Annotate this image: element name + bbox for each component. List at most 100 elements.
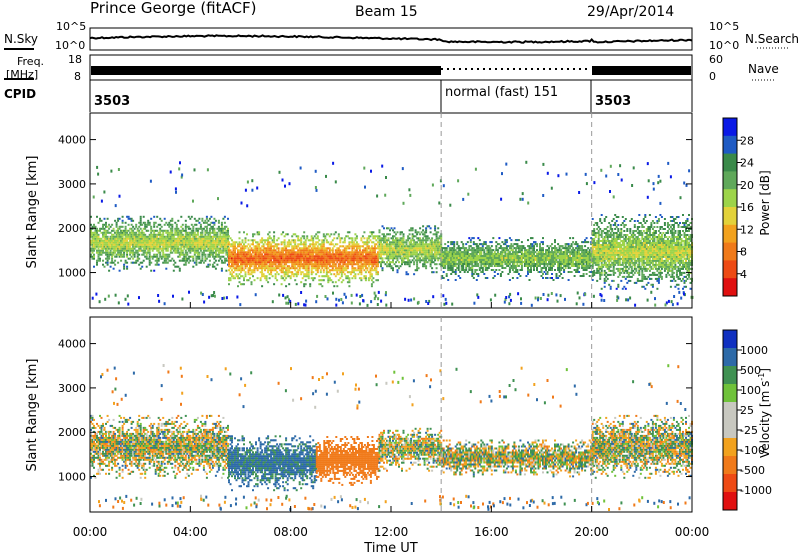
power-echo-cell bbox=[267, 255, 270, 258]
power-echo-cell bbox=[183, 235, 186, 238]
power-echo-cell bbox=[204, 253, 207, 256]
power-echo-cell bbox=[223, 231, 226, 234]
power-echo-cell bbox=[444, 263, 447, 265]
power-echo-cell bbox=[289, 243, 292, 246]
power-echo-cell bbox=[337, 269, 340, 272]
power-echo-cell bbox=[457, 275, 460, 277]
power-echo-cell bbox=[504, 267, 507, 269]
power-echo-cell bbox=[315, 263, 318, 266]
power-echo-cell bbox=[177, 237, 180, 240]
power-echo-cell bbox=[405, 241, 408, 244]
power-echo-cell bbox=[576, 247, 579, 250]
power-echo-cell bbox=[211, 253, 214, 256]
power-echo-cell bbox=[93, 255, 95, 258]
power-echo-cell bbox=[109, 243, 112, 246]
power-echo-cell bbox=[210, 243, 213, 246]
power-echo-cell bbox=[222, 249, 225, 252]
power-echo-cell bbox=[310, 263, 313, 266]
power-echo-cell bbox=[346, 245, 349, 248]
power-echo-cell bbox=[121, 237, 124, 240]
power-echo-cell bbox=[298, 249, 301, 252]
power-echo-cell bbox=[435, 241, 438, 244]
power-echo-cell bbox=[166, 247, 169, 250]
power-echo-cell bbox=[383, 261, 385, 264]
power-echo-cell bbox=[316, 257, 319, 260]
power-echo-cell bbox=[591, 234, 594, 236]
power-echo-cell bbox=[189, 239, 192, 242]
power-echo-cell bbox=[123, 263, 126, 266]
power-echo-cell bbox=[517, 257, 520, 259]
power-echo-cell bbox=[346, 263, 349, 266]
power-echo-cell bbox=[516, 271, 519, 273]
power-echo-cell bbox=[327, 267, 330, 270]
power-echo-cell bbox=[297, 255, 300, 258]
power-echo-cell bbox=[372, 261, 375, 264]
power-echo-cell bbox=[244, 239, 247, 242]
power-echo-cell bbox=[463, 251, 466, 254]
power-echo-cell bbox=[313, 249, 316, 252]
power-echo-cell bbox=[307, 277, 310, 280]
power-echo-cell bbox=[420, 251, 423, 254]
power-echo-cell bbox=[576, 245, 579, 248]
power-echo-cell bbox=[361, 257, 364, 260]
power-echo-cell bbox=[225, 233, 228, 236]
power-echo-cell bbox=[273, 231, 276, 234]
power-echo-cell bbox=[199, 233, 202, 236]
power-echo-cell bbox=[593, 257, 596, 260]
power-echo-cell bbox=[306, 271, 309, 274]
power-echo-cell bbox=[564, 265, 567, 267]
power-echo-cell bbox=[166, 235, 169, 238]
power-echo-cell bbox=[117, 231, 120, 234]
power-echo-cell bbox=[264, 275, 267, 278]
power-echo-cell bbox=[594, 247, 597, 250]
power-echo-cell bbox=[214, 255, 217, 258]
power-echo-cell bbox=[534, 257, 537, 259]
power-echo-cell bbox=[183, 259, 186, 262]
power-echo-cell bbox=[434, 253, 437, 256]
power-echo-cell bbox=[91, 231, 94, 234]
power-echo-cell bbox=[504, 241, 507, 244]
power-echo-cell bbox=[313, 267, 316, 270]
power-echo-cell bbox=[219, 241, 222, 244]
power-echo-cell bbox=[321, 261, 324, 264]
power-echo-cell bbox=[442, 271, 445, 273]
power-echo-cell bbox=[294, 267, 297, 270]
power-echo-cell bbox=[557, 263, 560, 265]
power-echo-cell bbox=[244, 259, 247, 262]
power-echo-cell bbox=[115, 223, 118, 226]
power-echo-cell bbox=[301, 277, 304, 280]
power-echo-cell bbox=[537, 265, 540, 267]
power-echo-cell bbox=[280, 249, 283, 252]
power-echo-cell bbox=[106, 239, 109, 242]
power-echo-cell bbox=[220, 269, 223, 272]
power-echo-cell bbox=[249, 269, 251, 272]
power-echo-cell bbox=[567, 267, 570, 269]
power-echo-cell bbox=[426, 243, 429, 246]
power-echo-cell bbox=[157, 263, 160, 266]
power-echo-cell bbox=[354, 257, 357, 260]
power-echo-cell bbox=[528, 269, 531, 271]
power-echo-cell bbox=[132, 241, 135, 244]
power-echo-cell bbox=[511, 249, 514, 252]
power-echo-cell bbox=[533, 245, 535, 248]
power-echo-cell bbox=[492, 249, 495, 252]
power-echo-cell bbox=[184, 251, 187, 254]
power-echo-cell bbox=[178, 247, 181, 250]
power-echo-cell bbox=[528, 253, 531, 255]
power-echo-cell bbox=[399, 265, 402, 268]
power-echo-cell bbox=[297, 245, 300, 248]
power-echo-cell bbox=[507, 273, 510, 275]
power-echo-cell bbox=[567, 249, 570, 252]
power-echo-cell bbox=[304, 265, 307, 268]
power-echo-cell bbox=[528, 249, 531, 252]
power-echo-cell bbox=[322, 241, 325, 244]
power-echo-cell bbox=[231, 265, 233, 268]
power-echo-cell bbox=[325, 259, 328, 262]
power-echo-cell bbox=[419, 233, 422, 236]
power-echo-cell bbox=[498, 255, 501, 257]
power-echo-cell bbox=[465, 269, 468, 271]
power-echo-cell bbox=[584, 267, 587, 269]
power-echo-cell bbox=[130, 235, 133, 238]
power-echo-cell bbox=[267, 245, 270, 248]
power-echo-cell bbox=[111, 247, 114, 250]
